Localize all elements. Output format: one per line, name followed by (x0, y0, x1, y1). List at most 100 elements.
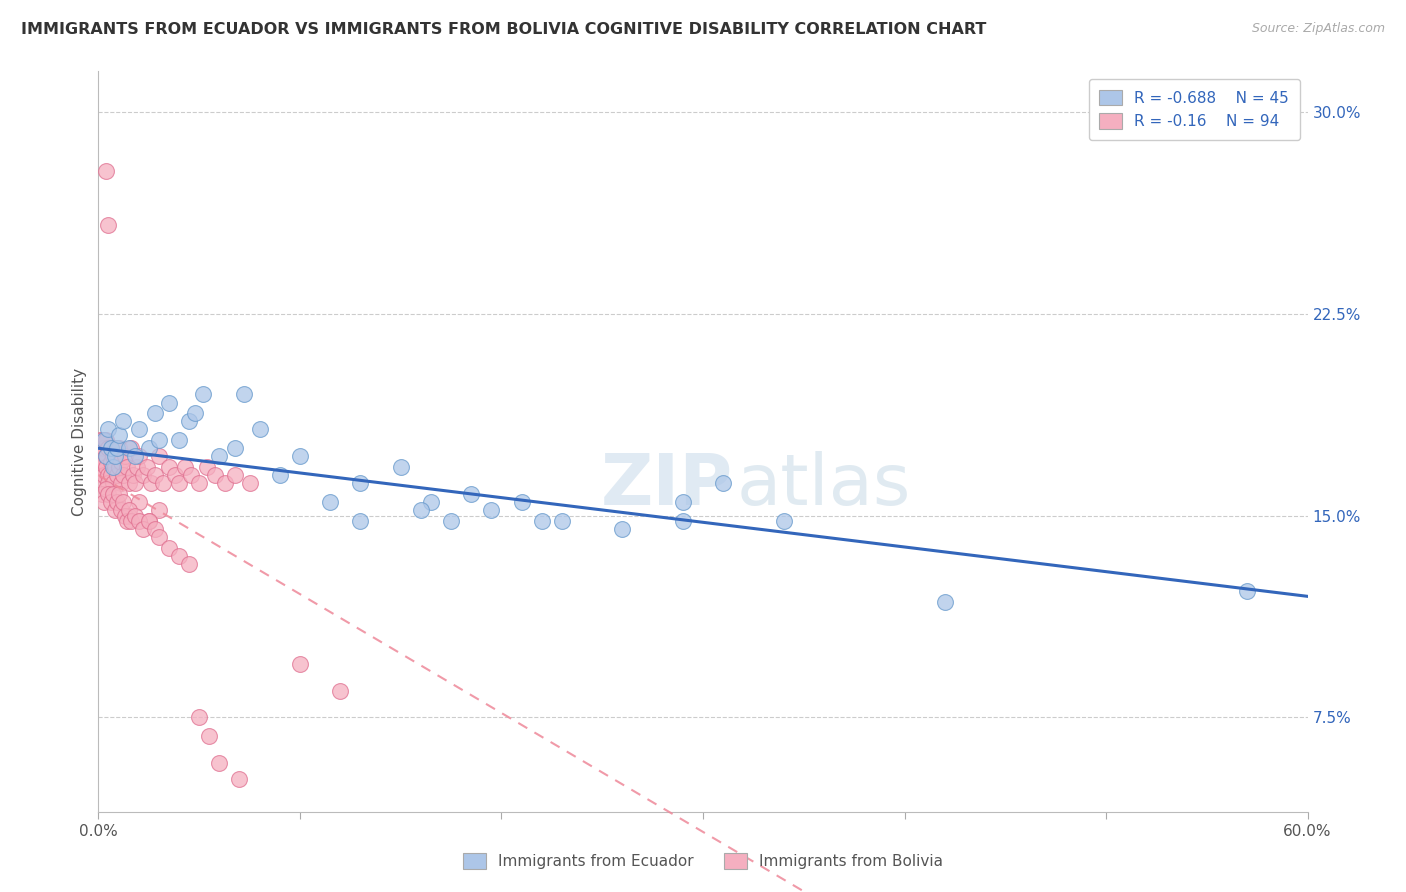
Point (551, 514, 574, 528)
Point (91, 468, 114, 483)
Point (118, 503, 141, 517)
Point (100, 442, 122, 456)
Point (96, 164, 118, 178)
Point (89, 442, 111, 456)
Point (139, 476, 162, 491)
Point (288, 657, 311, 671)
Point (269, 468, 291, 483)
Point (157, 460, 180, 475)
Point (157, 541, 180, 555)
Point (97, 422, 120, 436)
Point (91, 450, 114, 464)
Point (105, 442, 128, 456)
Point (110, 503, 132, 517)
Point (180, 468, 202, 483)
Point (101, 460, 124, 475)
Point (288, 450, 311, 464)
Point (114, 450, 136, 464)
Point (100, 495, 122, 509)
Point (96, 460, 118, 475)
Point (188, 476, 211, 491)
Point (100, 455, 122, 469)
Legend: Immigrants from Ecuador, Immigrants from Bolivia: Immigrants from Ecuador, Immigrants from… (457, 847, 949, 875)
Point (195, 460, 218, 475)
Point (118, 442, 141, 456)
Point (132, 522, 155, 536)
Point (329, 683, 352, 698)
Point (110, 476, 132, 491)
Point (105, 468, 128, 483)
Point (97, 487, 120, 501)
Point (204, 468, 226, 483)
Text: ZIP: ZIP (600, 451, 733, 520)
Point (420, 495, 443, 509)
Point (93, 455, 115, 469)
Point (93, 476, 115, 491)
Point (96, 433, 118, 447)
Point (612, 522, 634, 536)
Point (148, 433, 170, 447)
Point (481, 503, 503, 517)
Point (111, 468, 134, 483)
Point (101, 450, 124, 464)
Point (510, 495, 533, 509)
Point (319, 495, 342, 509)
Point (132, 468, 155, 483)
Point (143, 406, 166, 420)
Point (89, 450, 111, 464)
Point (167, 549, 190, 563)
Point (96, 450, 118, 464)
Point (163, 468, 186, 483)
Point (440, 514, 463, 528)
Point (672, 495, 695, 509)
Point (111, 495, 134, 509)
Point (93, 468, 115, 483)
Point (174, 460, 197, 475)
Point (111, 414, 134, 428)
Point (101, 476, 124, 491)
Point (208, 756, 231, 771)
Point (97, 468, 120, 483)
Point (193, 387, 215, 401)
Point (249, 422, 271, 436)
Point (110, 455, 132, 469)
Point (184, 406, 207, 420)
Point (157, 395, 180, 409)
Point (188, 710, 211, 724)
Point (107, 487, 129, 501)
Point (224, 442, 246, 456)
Point (105, 495, 128, 509)
Point (239, 476, 262, 491)
Point (672, 514, 695, 528)
Point (138, 514, 160, 528)
Point (148, 450, 170, 464)
Legend: R = -0.688    N = 45, R = -0.16    N = 94: R = -0.688 N = 45, R = -0.16 N = 94 (1088, 79, 1301, 140)
Point (115, 460, 138, 475)
Point (100, 442, 122, 456)
Point (128, 450, 150, 464)
Point (214, 476, 236, 491)
Point (91, 442, 114, 456)
Point (125, 460, 148, 475)
Point (103, 460, 125, 475)
Point (198, 729, 221, 743)
Point (97, 442, 120, 456)
Point (96, 450, 118, 464)
Point (93, 495, 115, 509)
Point (179, 557, 201, 571)
Point (93, 442, 115, 456)
Text: IMMIGRANTS FROM ECUADOR VS IMMIGRANTS FROM BOLIVIA COGNITIVE DISABILITY CORRELAT: IMMIGRANTS FROM ECUADOR VS IMMIGRANTS FR… (21, 22, 987, 37)
Point (115, 514, 138, 528)
Point (167, 476, 190, 491)
Point (138, 514, 160, 528)
Point (208, 450, 231, 464)
Point (96, 482, 118, 496)
Point (91, 433, 114, 447)
Point (105, 450, 128, 464)
Point (135, 460, 157, 475)
Point (224, 468, 246, 483)
Point (349, 514, 371, 528)
Point (103, 442, 125, 456)
Y-axis label: Cognitive Disability: Cognitive Disability (72, 368, 87, 516)
Point (772, 514, 794, 528)
